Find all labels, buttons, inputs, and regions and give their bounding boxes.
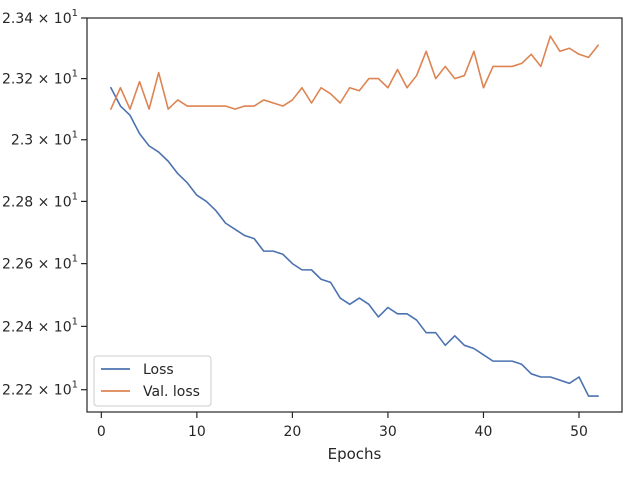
plot-frame [86, 17, 623, 413]
series-line-val-loss [110, 35, 599, 110]
y-tick-label: 2.34 × 101 [2, 8, 78, 27]
y-tick-label: 2.32 × 101 [2, 69, 78, 88]
x-tick-label: 0 [97, 424, 106, 440]
x-axis-label: Epochs [328, 445, 382, 463]
x-tick-label: 10 [188, 424, 206, 440]
y-tick-label: 2.3 × 101 [11, 130, 78, 149]
legend-label-loss: Loss [143, 362, 174, 378]
y-axis-ticks: 2.22 × 101 2.24 × 101 2.26 × 101 2.28 × 101… [2, 8, 87, 399]
legend: Loss Val. loss [93, 355, 212, 407]
legend-label-val-loss: Val. loss [143, 384, 200, 400]
x-axis-ticks: 0 10 20 30 40 50 [97, 412, 588, 440]
x-tick-label: 40 [475, 424, 493, 440]
x-tick-label: 20 [283, 424, 301, 440]
x-tick-label: 50 [570, 424, 588, 440]
y-tick-label: 2.28 × 101 [2, 191, 78, 210]
x-tick-label: 30 [379, 424, 397, 440]
y-tick-label: 2.24 × 101 [2, 316, 78, 335]
plot-lines [110, 35, 599, 397]
y-tick-label: 2.22 × 101 [2, 380, 78, 399]
series-line-loss [110, 86, 599, 397]
y-tick-label: 2.26 × 101 [2, 254, 78, 273]
